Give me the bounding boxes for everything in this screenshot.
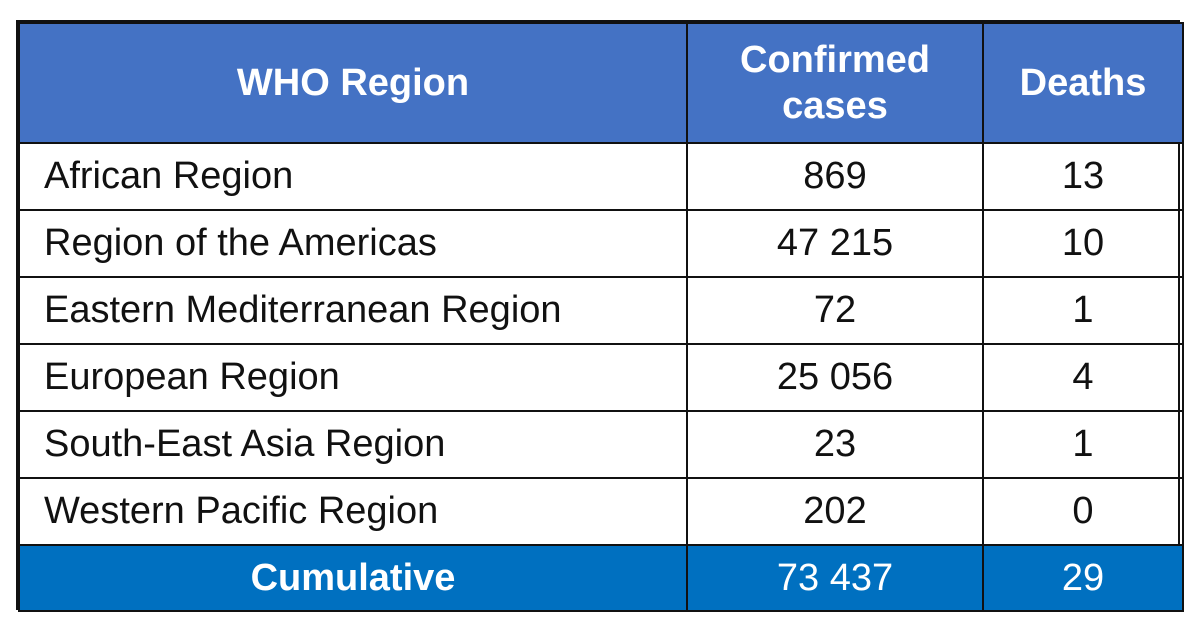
table-row: South-East Asia Region 23 1 (18, 410, 1184, 479)
region-name-cell: South-East Asia Region (18, 410, 688, 479)
table-header: WHO Region Confirmed cases Deaths (18, 22, 1184, 144)
table-footer: Cumulative 73 437 29 (18, 544, 1184, 612)
who-region-table-frame: WHO Region Confirmed cases Deaths Africa… (16, 20, 1184, 612)
deaths-cell: 1 (982, 410, 1184, 479)
header-confirmed-cases: Confirmed cases (686, 22, 984, 144)
table-row: Region of the Americas 47 215 10 (18, 209, 1184, 278)
table-row: Western Pacific Region 202 0 (18, 477, 1184, 546)
deaths-cell: 4 (982, 343, 1184, 412)
cumulative-confirmed-cases: 73 437 (686, 544, 984, 612)
confirmed-cases-cell: 25 056 (686, 343, 984, 412)
region-name-cell: Eastern Mediterranean Region (18, 276, 688, 345)
cumulative-deaths: 29 (982, 544, 1184, 612)
confirmed-cases-cell: 869 (686, 142, 984, 211)
confirmed-cases-cell: 47 215 (686, 209, 984, 278)
deaths-cell: 10 (982, 209, 1184, 278)
header-who-region: WHO Region (18, 22, 688, 144)
table-row: European Region 25 056 4 (18, 343, 1184, 412)
table-row: African Region 869 13 (18, 142, 1184, 211)
region-name-cell: African Region (18, 142, 688, 211)
who-region-table: WHO Region Confirmed cases Deaths Africa… (18, 22, 1184, 612)
confirmed-cases-cell: 202 (686, 477, 984, 546)
confirmed-cases-cell: 23 (686, 410, 984, 479)
header-row: WHO Region Confirmed cases Deaths (18, 22, 1184, 144)
region-name-cell: Region of the Americas (18, 209, 688, 278)
header-deaths: Deaths (982, 22, 1184, 144)
confirmed-cases-cell: 72 (686, 276, 984, 345)
cumulative-row: Cumulative 73 437 29 (18, 544, 1184, 612)
table-row: Eastern Mediterranean Region 72 1 (18, 276, 1184, 345)
deaths-cell: 0 (982, 477, 1184, 546)
region-name-cell: European Region (18, 343, 688, 412)
cumulative-label: Cumulative (18, 544, 688, 612)
table-body: African Region 869 13 Region of the Amer… (18, 142, 1184, 546)
region-name-cell: Western Pacific Region (18, 477, 688, 546)
deaths-cell: 1 (982, 276, 1184, 345)
deaths-cell: 13 (982, 142, 1184, 211)
